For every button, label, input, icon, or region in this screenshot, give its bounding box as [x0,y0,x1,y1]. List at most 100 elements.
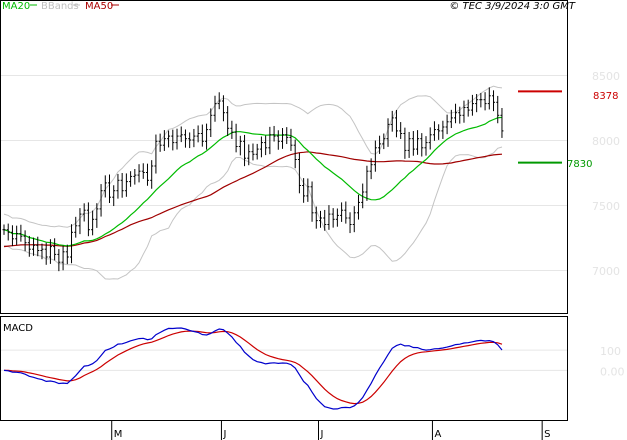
ohlc-bar-112 [475,93,479,113]
y-tick-label-7000: 7000 [592,265,620,278]
macd-signal-line [4,330,503,405]
ohlc-bar-10 [44,242,48,265]
ohlc-bar-46 [196,125,200,143]
ohlc-bar-78 [331,208,335,228]
macd-panel-frame [0,316,568,421]
ohlc-bar-57 [243,134,247,167]
ohlc-bar-113 [479,93,483,108]
ohlc-bar-37 [158,133,162,152]
ohlc-bar-108 [458,106,462,124]
ohlc-bar-80 [340,202,344,222]
y-tick-label-8000: 8000 [592,135,620,148]
ohlc-bar-85 [361,183,365,209]
ohlc-bar-66 [281,128,285,149]
x-month-label-0: M [114,429,123,440]
ohlc-bar-58 [247,144,251,166]
ohlc-bar-102 [432,121,436,141]
ohlc-bar-59 [251,143,255,161]
ohlc-bar-44 [188,132,192,149]
source-label: © TEC 3/9/2024 3:0 GMT [449,1,576,12]
ohlc-bar-39 [167,130,171,148]
ohlc-bar-75 [319,210,322,228]
ohlc-bars [2,87,504,272]
ohlc-bar-31 [133,168,137,185]
ohlc-bar-68 [289,128,293,151]
ohlc-bar-8 [36,236,40,257]
ohlc-bar-94 [399,122,403,139]
ohlc-bar-111 [470,94,474,116]
ohlc-bar-96 [407,131,411,158]
ohlc-bar-4 [19,224,23,242]
ohlc-bar-29 [124,173,128,197]
ohlc-bar-114 [483,92,487,111]
ohlc-bar-32 [137,164,141,183]
ohlc-bar-88 [373,140,377,172]
legend-ma50: MA50 [85,1,113,12]
ohlc-bar-54 [230,120,234,139]
ohlc-bar-91 [386,118,390,147]
ohlc-bar-1 [6,223,10,241]
ohlc-bar-101 [428,127,432,150]
ohlc-bar-52 [221,95,225,122]
ohlc-bar-83 [352,206,356,233]
ohlc-bar-49 [209,108,213,138]
macd-tick-label-0: 0.00 [600,365,625,378]
ohlc-bar-79 [335,208,339,227]
ohlc-bar-40 [171,129,175,151]
ohlc-bar-56 [238,135,242,156]
ohlc-bar-7 [32,237,36,256]
ohlc-bar-28 [120,173,124,198]
ohlc-bar-64 [272,125,276,142]
ohlc-bar-6 [27,235,31,257]
ohlc-bar-11 [48,239,52,264]
ohlc-bar-67 [285,127,289,145]
ohlc-bar-84 [356,194,360,220]
ohlc-bar-89 [378,135,382,154]
ohlc-bar-27 [116,173,120,199]
ma50-series [3,151,503,248]
ohlc-bar-110 [466,99,470,117]
ohlc-bar-41 [175,128,179,150]
last-price-label: 8378 [593,91,618,102]
ohlc-bar-63 [268,126,272,155]
ohlc-bar-12 [53,238,57,261]
x-month-label-3: A [434,429,441,440]
ohlc-bar-3 [15,225,19,246]
ohlc-bar-98 [416,130,420,155]
macd-line [3,327,503,410]
ohlc-bar-70 [297,153,301,194]
bb-upper-line [3,85,503,228]
ohlc-bar-60 [255,143,259,160]
ohlc-bar-51 [217,92,221,110]
macd-title: MACD [3,323,33,334]
ohlc-bar-17 [74,216,78,238]
ohlc-bar-73 [310,181,314,222]
ohlc-bar-36 [154,134,158,174]
ohlc-bar-34 [145,163,149,186]
bb-lower-line [3,146,503,280]
ohlc-bar-43 [183,129,187,148]
ohlc-bar-16 [70,224,74,264]
ohlc-bar-117 [496,95,500,124]
macd-tick-label-1: 100 [600,345,621,358]
ohlc-bar-53 [226,106,230,136]
ohlc-bar-0 [2,224,6,235]
ohlc-bar-72 [306,178,310,202]
price-y-tick-labels: 7000 7500 8000 8500 [592,70,620,278]
macd-y-tick-labels: 0.00 100 [600,345,625,378]
ohlc-bar-50 [213,95,217,122]
ohlc-bar-99 [420,133,424,157]
ohlc-bar-105 [445,114,449,135]
ohlc-bar-18 [78,208,82,235]
ohlc-bar-82 [348,212,352,234]
ohlc-bar-55 [234,123,238,153]
ohlc-bar-45 [192,128,196,148]
ohlc-bar-25 [108,174,111,204]
ohlc-bar-77 [327,205,331,230]
ohlc-bar-116 [492,90,496,112]
ohlc-bar-19 [82,203,86,222]
ohlc-bar-14 [61,245,65,271]
ohlc-bar-107 [454,103,458,124]
